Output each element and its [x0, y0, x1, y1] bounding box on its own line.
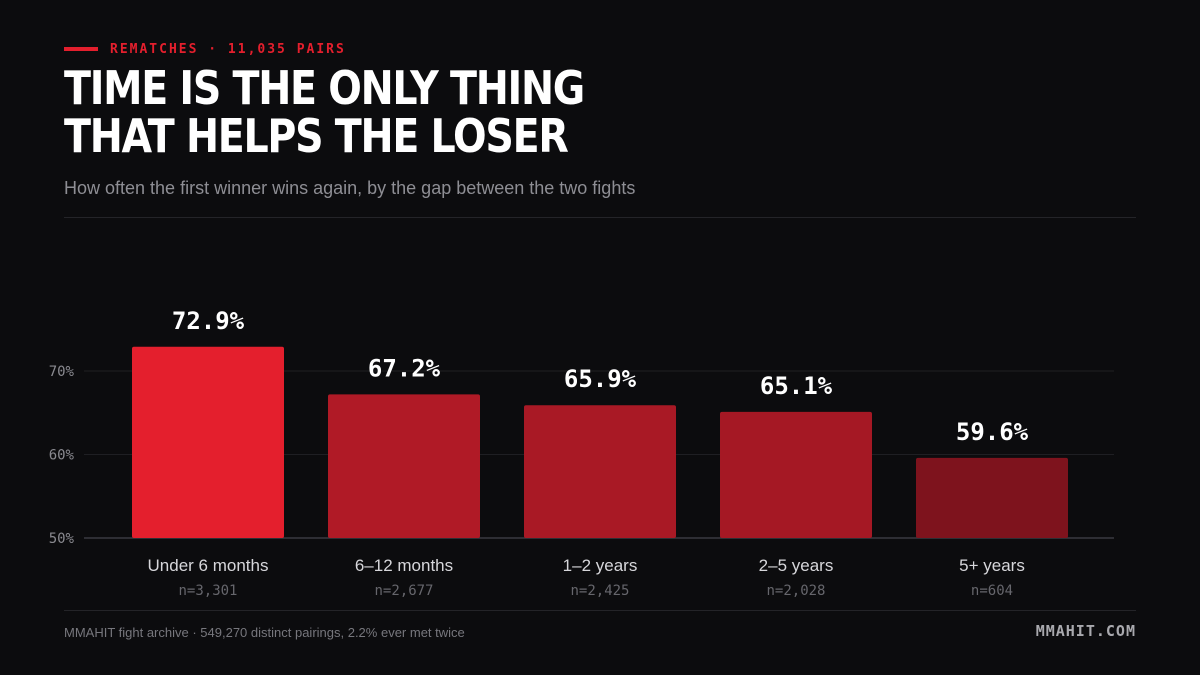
header-divider — [64, 217, 1136, 218]
sample-size-label: n=2,425 — [570, 583, 629, 599]
sample-size-label: n=2,677 — [374, 583, 433, 599]
y-tick-label: 70% — [49, 364, 75, 380]
bar-value-label: 65.1% — [760, 372, 833, 400]
sample-size-label: n=604 — [971, 583, 1013, 599]
bar-3 — [524, 405, 676, 538]
bar-1 — [132, 346, 284, 538]
kicker-text: REMATCHES · 11,035 PAIRS — [110, 41, 346, 57]
footer-divider — [64, 610, 1136, 611]
category-label: 6–12 months — [355, 556, 453, 575]
category-label: 5+ years — [959, 556, 1025, 575]
brand-logo-text: MMAHIT.COM — [1035, 622, 1136, 640]
y-tick-label: 50% — [49, 531, 75, 547]
bar-2 — [328, 394, 480, 538]
sample-size-label: n=3,301 — [178, 583, 237, 599]
category-label: 1–2 years — [563, 556, 638, 575]
category-label: 2–5 years — [759, 556, 834, 575]
title-line-2: THAT HELPS THE LOSER — [64, 109, 569, 163]
title-line-1: TIME IS THE ONLY THING — [64, 61, 585, 115]
y-tick-label: 60% — [49, 448, 75, 464]
bar-value-label: 72.9% — [172, 307, 245, 335]
bar-value-label: 59.6% — [956, 418, 1029, 446]
kicker-accent-bar — [64, 47, 98, 51]
category-label: Under 6 months — [148, 556, 269, 575]
bar-value-label: 67.2% — [368, 354, 441, 382]
bar-value-label: 65.9% — [564, 365, 637, 393]
sample-size-label: n=2,028 — [766, 583, 825, 599]
bar-5 — [916, 457, 1068, 538]
bar-4 — [720, 411, 872, 538]
chart-subtitle: How often the first winner wins again, b… — [64, 178, 636, 198]
kicker: REMATCHES · 11,035 PAIRS — [64, 40, 346, 58]
page-title: TIME IS THE ONLY THING THAT HELPS THE LO… — [64, 64, 964, 160]
source-note: MMAHIT fight archive · 549,270 distinct … — [64, 625, 465, 640]
